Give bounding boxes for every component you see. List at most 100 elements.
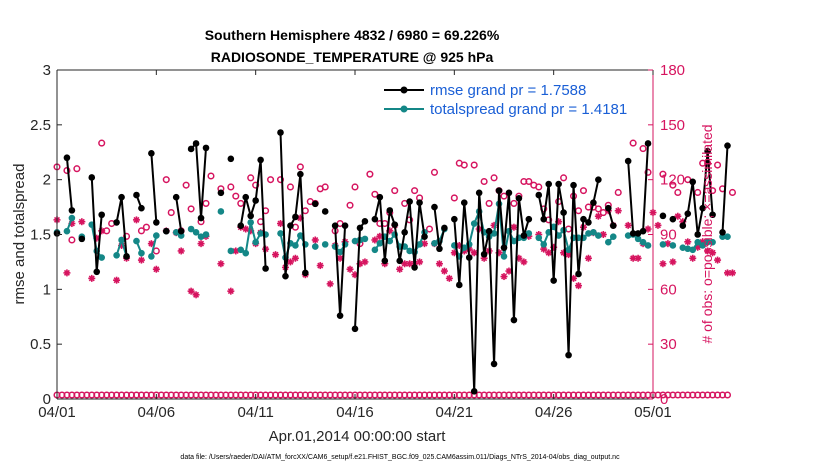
x-tick-label: 05/01 bbox=[634, 404, 672, 421]
rmse-point bbox=[376, 193, 384, 201]
obs-assimilated-point bbox=[177, 247, 185, 255]
totalspread-point bbox=[605, 238, 612, 246]
obs-possible-point bbox=[674, 188, 682, 197]
obs-possible-point bbox=[485, 199, 493, 207]
y-right-tick-label: 90 bbox=[660, 227, 677, 244]
y-right-tick-label: 180 bbox=[660, 62, 685, 79]
rmse-point bbox=[624, 157, 632, 165]
totalspread-point bbox=[237, 246, 245, 254]
y-right-tick-label: 0 bbox=[660, 391, 668, 408]
rmse-point bbox=[490, 360, 498, 368]
totalspread-point bbox=[148, 253, 155, 260]
obs-possible-point bbox=[470, 161, 478, 169]
obs-possible-point bbox=[237, 199, 245, 207]
totalspread-point bbox=[709, 238, 716, 246]
obs-possible-point bbox=[430, 168, 439, 176]
totalspread-point bbox=[540, 241, 548, 248]
obs-possible-point bbox=[247, 174, 255, 182]
rmse-line bbox=[65, 157, 73, 211]
rmse-point bbox=[470, 388, 478, 395]
obs-assimilated-point bbox=[137, 256, 145, 264]
totalspread-point bbox=[118, 236, 125, 244]
obs-assimilated-point bbox=[629, 254, 637, 262]
rmse-point bbox=[694, 231, 701, 238]
rmse-point bbox=[421, 233, 428, 240]
rmse-point bbox=[575, 270, 582, 278]
totalspread-point bbox=[361, 235, 369, 243]
rmse-point bbox=[302, 269, 309, 277]
obs-assimilated-point bbox=[714, 256, 722, 264]
obs-assimilated-point bbox=[286, 258, 294, 266]
totalspread-point bbox=[376, 239, 384, 247]
totalspread-point bbox=[217, 208, 225, 215]
totalspread-point bbox=[699, 242, 706, 249]
obs-possible-point bbox=[560, 174, 568, 182]
obs-possible-point bbox=[142, 223, 150, 231]
totalspread-point bbox=[679, 244, 687, 251]
totalspread-point bbox=[331, 243, 339, 250]
totalspread-point bbox=[192, 229, 200, 236]
obs-possible-point bbox=[346, 201, 354, 209]
obs-assimilated-point bbox=[416, 258, 424, 266]
obs-assimilated-point bbox=[396, 265, 404, 273]
rmse-point bbox=[605, 204, 612, 212]
totalspread-point bbox=[297, 232, 304, 239]
rmse-point bbox=[709, 211, 716, 219]
totalspread-point bbox=[202, 231, 210, 238]
rmse-point bbox=[78, 235, 86, 243]
y-left-tick-label: 1.5 bbox=[30, 227, 51, 244]
rmse-point bbox=[595, 176, 602, 183]
y-axis-left-label: rmse and totalspread bbox=[11, 164, 28, 305]
rmse-point bbox=[371, 215, 379, 223]
obs-assimilated-point bbox=[291, 254, 299, 262]
rmse-point bbox=[485, 227, 493, 235]
totalspread-point bbox=[704, 238, 711, 246]
totalspread-line bbox=[150, 235, 158, 257]
totalspread-point bbox=[609, 233, 617, 240]
totalspread-point bbox=[68, 214, 76, 222]
rmse-point bbox=[336, 312, 344, 319]
rmse-point bbox=[98, 211, 105, 219]
x-tick-label: 04/21 bbox=[436, 404, 474, 421]
rmse-point bbox=[133, 191, 140, 199]
obs-possible-point bbox=[629, 139, 637, 147]
totalspread-point bbox=[510, 237, 518, 245]
totalspread-point bbox=[98, 254, 105, 261]
obs-assimilated-point bbox=[659, 260, 667, 268]
rmse-point bbox=[311, 200, 319, 208]
obs-possible-point bbox=[694, 188, 702, 197]
rmse-point bbox=[724, 142, 731, 149]
legend-box bbox=[377, 78, 645, 120]
obs-possible-point bbox=[207, 172, 215, 180]
rmse-point bbox=[192, 140, 200, 147]
totalspread-point bbox=[431, 239, 438, 247]
legend-spread-label: totalspread grand pr = 1.4181 bbox=[430, 101, 627, 118]
obs-assimilated-point bbox=[192, 291, 200, 299]
rmse-line bbox=[279, 132, 307, 277]
totalspread-point bbox=[500, 253, 508, 260]
obs-assimilated-point bbox=[644, 225, 652, 233]
y-left-tick-label: 2 bbox=[43, 172, 51, 189]
rmse-point bbox=[520, 232, 528, 239]
totalspread-point bbox=[624, 232, 632, 239]
rmse-point bbox=[580, 215, 587, 223]
totalspread-point bbox=[277, 230, 284, 237]
obs-assimilated-point bbox=[78, 218, 86, 226]
rmse-point bbox=[162, 227, 170, 235]
rmse-point bbox=[227, 155, 235, 163]
rmse-line bbox=[190, 141, 207, 219]
rmse-point bbox=[679, 222, 687, 230]
rmse-point bbox=[704, 147, 711, 155]
obs-possible-point bbox=[276, 176, 285, 184]
rmse-point bbox=[172, 193, 180, 201]
obs-assimilated-point bbox=[669, 258, 677, 266]
totalspread-point bbox=[639, 238, 647, 246]
obs-possible-point bbox=[579, 187, 588, 195]
rmse-point bbox=[177, 227, 185, 235]
rmse-point bbox=[411, 264, 418, 271]
obs-assimilated-point bbox=[401, 260, 409, 268]
totalspread-point bbox=[133, 237, 140, 245]
totalspread-point bbox=[351, 237, 359, 245]
x-axis-label: Apr.01,2014 00:00:00 start bbox=[269, 428, 447, 445]
obs-assimilated-point bbox=[624, 221, 632, 229]
